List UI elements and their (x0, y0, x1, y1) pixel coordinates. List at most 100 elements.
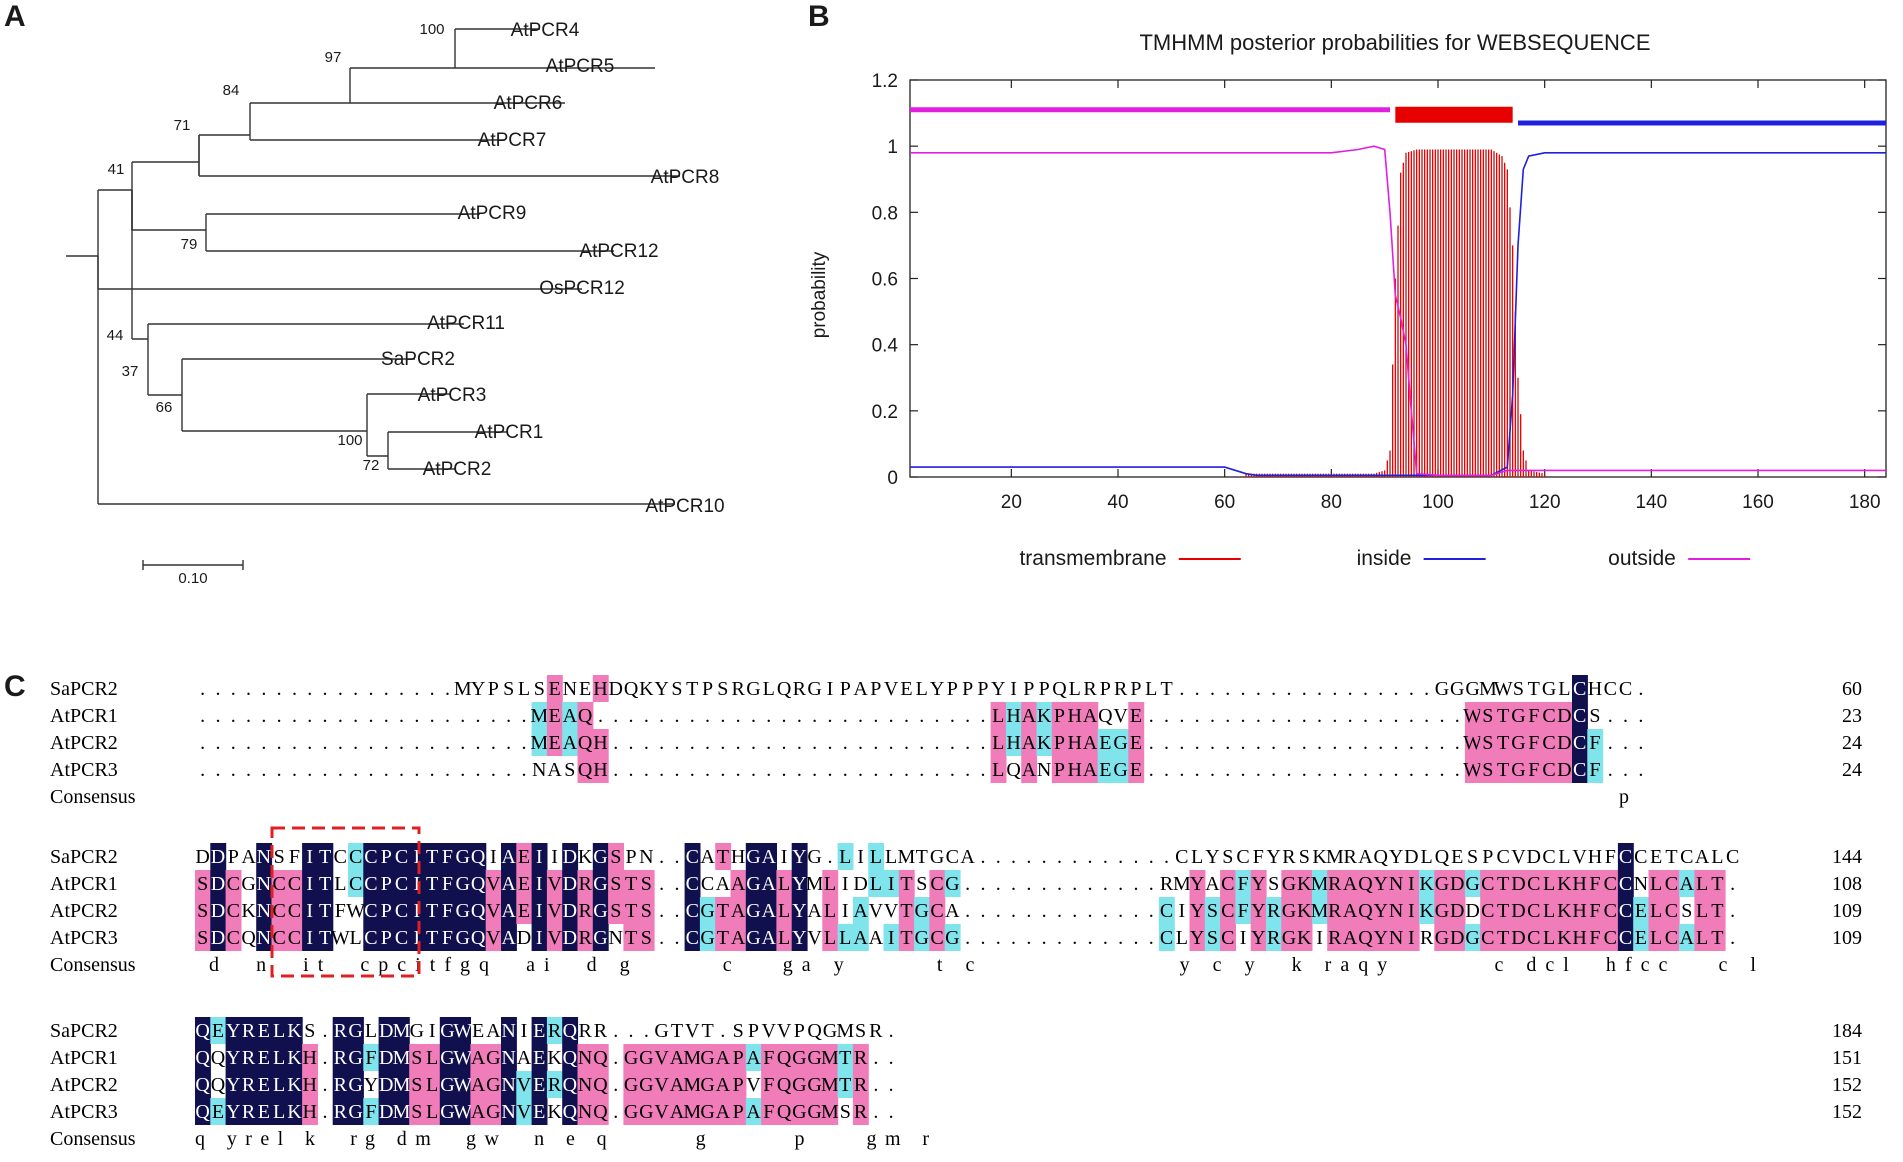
residue: A (945, 900, 960, 922)
residue: L (763, 678, 775, 700)
residue: F (365, 1101, 376, 1123)
residue-shade (837, 843, 854, 870)
residue: G (915, 927, 929, 949)
residue: F (1253, 846, 1264, 868)
residue: C (334, 846, 347, 868)
residue: V (746, 1074, 761, 1096)
residue-shade (929, 924, 946, 951)
residue-shade (1311, 870, 1328, 897)
residue-shade (699, 1071, 716, 1098)
residue: G (1435, 678, 1449, 700)
residue: . (353, 705, 358, 727)
residue-shade (776, 924, 793, 951)
residue: . (950, 759, 955, 781)
residue: D (1557, 732, 1571, 754)
residue: K (1419, 900, 1434, 922)
bootstrap-value: 44 (107, 327, 124, 344)
residue: N (257, 900, 271, 922)
residue: . (1057, 927, 1062, 949)
residue-shade (531, 1017, 548, 1044)
residue: . (629, 732, 634, 754)
bootstrap-value: 72 (363, 457, 380, 474)
residue-shade (929, 870, 946, 897)
residue: . (1042, 900, 1047, 922)
residue: L (426, 1074, 438, 1096)
residue: . (950, 705, 955, 727)
residue: G (792, 1101, 806, 1123)
residue-shade (1648, 870, 1665, 897)
residue: . (690, 759, 695, 781)
residue-shade (807, 1044, 823, 1071)
residue-shade (761, 924, 777, 951)
residue-shade (1633, 924, 1650, 951)
residue: . (1225, 759, 1230, 781)
residue-shade (225, 924, 242, 951)
residue: . (812, 705, 817, 727)
residue: S (641, 873, 652, 895)
residue: N (1037, 759, 1051, 781)
residue: . (613, 759, 618, 781)
y-tick-label: 0 (887, 468, 898, 489)
residue: L (1696, 927, 1708, 949)
residue: T (426, 900, 438, 922)
residue: . (430, 705, 435, 727)
x-tick-label: 140 (1635, 492, 1667, 513)
residue: D (609, 678, 623, 700)
residue-shade (455, 1044, 471, 1071)
residue: . (506, 705, 511, 727)
tree-leaf-label: AtPCR1 (475, 422, 544, 443)
residue: T (839, 1074, 851, 1096)
residue: C (930, 900, 943, 922)
residue: . (1149, 873, 1154, 895)
residue: S (411, 1047, 422, 1069)
residue: . (613, 1020, 618, 1042)
residue-shade (195, 870, 211, 897)
residue: L (839, 927, 851, 949)
residue: G (486, 1101, 500, 1123)
residue: R (1328, 873, 1342, 895)
residue: . (965, 873, 970, 895)
residue: A (501, 846, 516, 868)
tree-leaf-label: SaPCR2 (381, 349, 455, 370)
residue-shade (562, 870, 579, 897)
residue-shade (1602, 924, 1619, 951)
residue: . (261, 732, 266, 754)
residue: D (1511, 873, 1525, 895)
residue: . (919, 732, 924, 754)
residue-shade (898, 897, 915, 924)
residue: F (1528, 705, 1539, 727)
residue: P (733, 1101, 744, 1123)
residue-shade (348, 1044, 364, 1071)
residue: M (393, 1020, 411, 1042)
residue: T (671, 1020, 683, 1042)
residue: Y (654, 678, 668, 700)
residue: Q (777, 1047, 792, 1069)
residue: Q (195, 1020, 210, 1042)
residue: C (1160, 900, 1173, 922)
residue: C (686, 900, 699, 922)
residue: D (195, 846, 209, 868)
residue: Q (593, 1101, 608, 1123)
residue-shade (1480, 729, 1497, 756)
residue-shade (1097, 729, 1114, 756)
residue: R (869, 1020, 883, 1042)
x-tick-label: 160 (1742, 492, 1774, 513)
residue: . (904, 705, 909, 727)
residue: . (460, 705, 465, 727)
residue: M (530, 705, 548, 727)
residue: R (1343, 846, 1357, 868)
residue-shade (745, 1044, 762, 1071)
residue: . (736, 705, 741, 727)
residue: . (521, 732, 526, 754)
residue: R (334, 1047, 348, 1069)
sequence-name: AtPCR1 (50, 873, 118, 895)
residue: I (429, 1020, 436, 1042)
residue-shade (348, 1017, 364, 1044)
residue: C (364, 927, 377, 949)
residue: H (303, 1101, 317, 1123)
residue: S (1207, 927, 1218, 949)
tree-leaf-label: AtPCR11 (427, 313, 505, 334)
residue-shade (302, 870, 318, 897)
residue: Y (792, 927, 806, 949)
residue: F (365, 1047, 376, 1069)
